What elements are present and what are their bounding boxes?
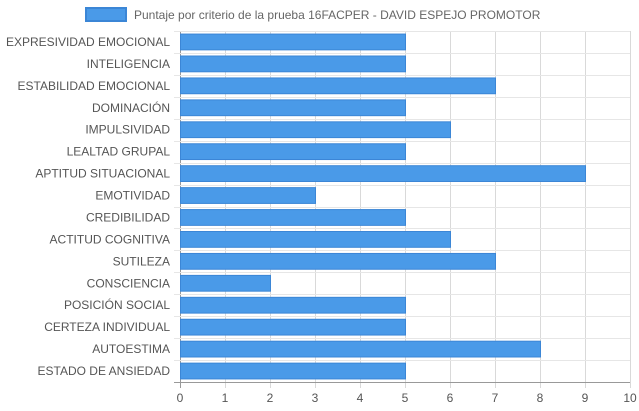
bar[interactable] xyxy=(180,187,316,204)
category-label: ESTABILIDAD EMOCIONAL xyxy=(18,79,171,93)
category-label: SUTILEZA xyxy=(113,254,170,268)
bars xyxy=(180,33,586,380)
bar[interactable] xyxy=(180,77,496,95)
legend-label: Puntaje por criterio de la prueba 16FACP… xyxy=(134,8,541,22)
x-tick-label: 5 xyxy=(402,391,409,405)
bar[interactable] xyxy=(180,362,406,380)
bar[interactable] xyxy=(180,121,451,139)
category-label: POSICIÓN SOCIAL xyxy=(64,297,170,312)
category-label: IMPULSIVIDAD xyxy=(85,123,170,137)
x-tick-label: 2 xyxy=(267,391,274,405)
category-label: CREDIBILIDAD xyxy=(86,210,170,224)
legend[interactable]: Puntaje por criterio de la prueba 16FACP… xyxy=(85,7,541,22)
category-label: ACTITUD COGNITIVA xyxy=(50,232,170,246)
bar[interactable] xyxy=(180,318,406,336)
bar[interactable] xyxy=(180,55,406,73)
x-tick-label: 10 xyxy=(623,391,637,405)
category-label: APTITUD SITUACIONAL xyxy=(35,167,170,181)
legend-swatch xyxy=(85,7,127,22)
category-label: EMOTIVIDAD xyxy=(95,189,170,203)
x-tick-label: 9 xyxy=(582,391,589,405)
bar[interactable] xyxy=(180,231,451,248)
bar[interactable] xyxy=(180,33,406,51)
bar[interactable] xyxy=(180,99,406,117)
category-label: INTELIGENCIA xyxy=(87,57,170,71)
category-label: DOMINACIÓN xyxy=(92,100,170,115)
bar[interactable] xyxy=(180,143,406,161)
x-tick-label: 3 xyxy=(312,391,319,405)
x-tick-labels: 0 1 2 3 4 5 6 7 8 9 10 xyxy=(177,391,637,405)
x-tick-label: 4 xyxy=(357,391,364,405)
bar[interactable] xyxy=(180,165,586,182)
x-tick-label: 8 xyxy=(537,391,544,405)
category-labels: EXPRESIVIDAD EMOCIONAL INTELIGENCIA ESTABI… xyxy=(6,35,170,378)
bar[interactable] xyxy=(180,340,541,358)
x-tick-label: 1 xyxy=(222,391,229,405)
category-label: LEALTAD GRUPAL xyxy=(67,145,171,159)
x-tick-label: 7 xyxy=(492,391,499,405)
category-label: CERTEZA INDIVIDUAL xyxy=(44,320,170,334)
x-tick-label: 0 xyxy=(177,391,184,405)
category-label: EXPRESIVIDAD EMOCIONAL xyxy=(6,35,170,49)
bar[interactable] xyxy=(180,209,406,226)
bar[interactable] xyxy=(180,252,496,270)
category-label: ESTADO DE ANSIEDAD xyxy=(38,364,171,378)
category-label: CONSCIENCIA xyxy=(87,276,170,290)
bar[interactable] xyxy=(180,296,406,314)
category-label: AUTOESTIMA xyxy=(92,342,170,356)
x-tick-label: 6 xyxy=(447,391,454,405)
bar[interactable] xyxy=(180,274,271,292)
